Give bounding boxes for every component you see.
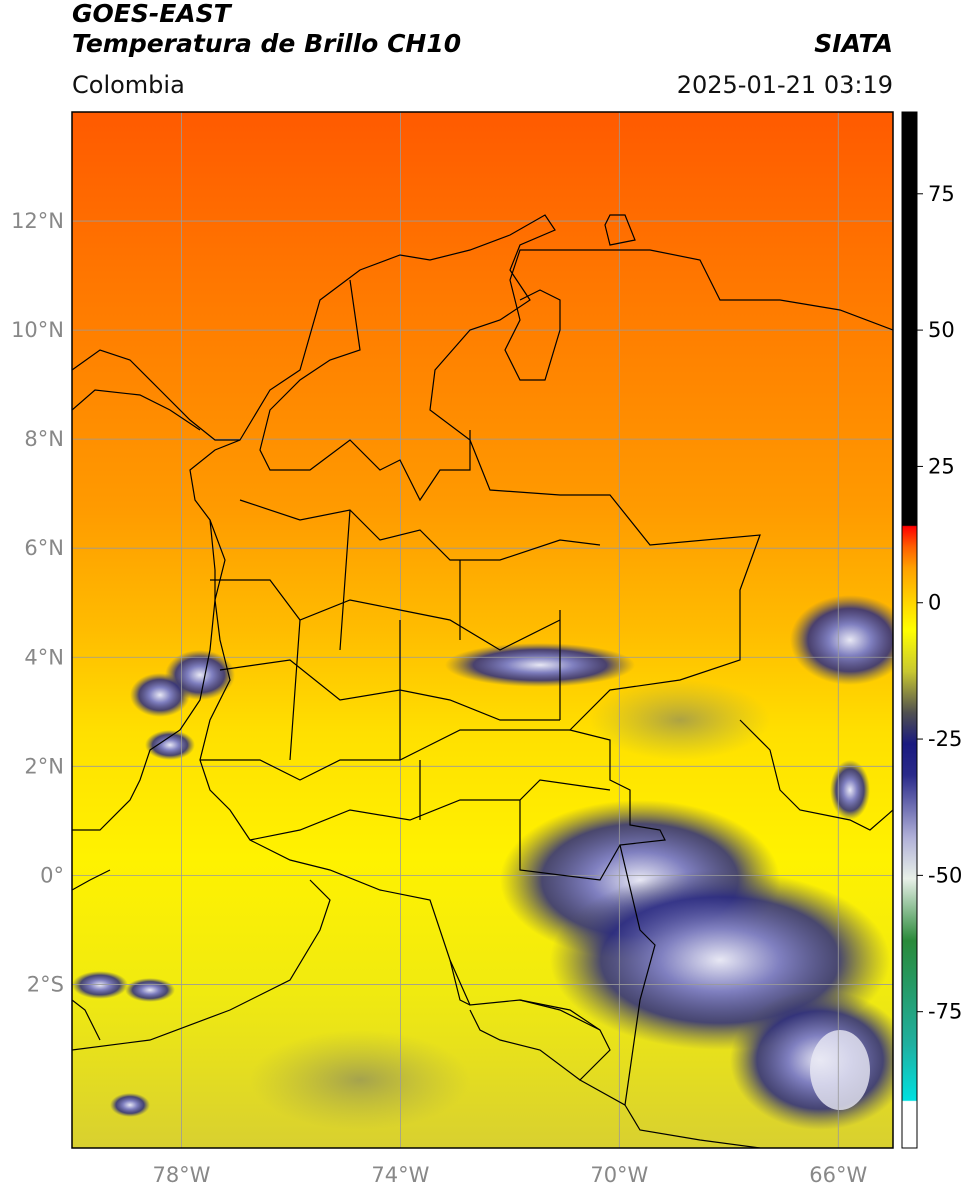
- political-boundaries: [72, 214, 893, 1148]
- satellite-title: GOES-EAST: [72, 0, 231, 28]
- latitude-label: 0°: [40, 863, 64, 887]
- colorbar-tick-label: 25: [928, 454, 955, 478]
- latitude-label: 6°N: [24, 536, 64, 560]
- colorbar-tick-label: -50: [928, 863, 962, 887]
- panama-coast: [72, 349, 240, 441]
- latitude-label: 8°N: [24, 427, 64, 451]
- map-frame: [71, 111, 894, 1149]
- colorbar: 75 50 25 0 -25 -50 -75: [901, 111, 962, 1149]
- colorbar-tick-label: 0: [928, 591, 941, 615]
- ecuador-peru-border: [72, 879, 331, 1051]
- longitude-labels: 78°W 74°W 70°W 66°W: [152, 1163, 867, 1187]
- latitude-label: 2°S: [27, 972, 64, 996]
- latitude-label: 10°N: [11, 318, 64, 342]
- colorbar-tick-label: -75: [928, 1000, 962, 1024]
- latitude-labels: 12°N 10°N 8°N 6°N 4°N 2°N 0° 2°S: [11, 209, 64, 996]
- pacific-coast: [72, 519, 226, 831]
- latitude-label: 12°N: [11, 209, 64, 233]
- latitude-label: 4°N: [24, 645, 64, 669]
- latitude-label: 2°N: [24, 754, 64, 778]
- colorbar-tick-label: 75: [928, 182, 955, 206]
- longitude-label: 66°W: [809, 1163, 867, 1187]
- colorbar-bar: [901, 111, 918, 1149]
- colorbar-tick-label: 50: [928, 318, 955, 342]
- longitude-label: 70°W: [590, 1163, 648, 1187]
- region-label: Colombia: [72, 71, 185, 99]
- colorbar-tick-label: -25: [928, 727, 962, 751]
- colorbar-ticks: 75 50 25 0 -25 -50 -75: [917, 182, 962, 1024]
- peru-brazil-border: [449, 959, 761, 1148]
- product-title: Temperatura de Brillo CH10: [72, 29, 462, 58]
- satellite-imagery: [72, 112, 893, 1148]
- organization-label: SIATA: [814, 29, 893, 58]
- colombia-border: [189, 214, 761, 1106]
- datetime-label: 2025-01-21 03:19: [676, 71, 893, 99]
- longitude-label: 74°W: [371, 1163, 429, 1187]
- longitude-label: 78°W: [152, 1163, 210, 1187]
- venezuela-coast: [504, 249, 893, 381]
